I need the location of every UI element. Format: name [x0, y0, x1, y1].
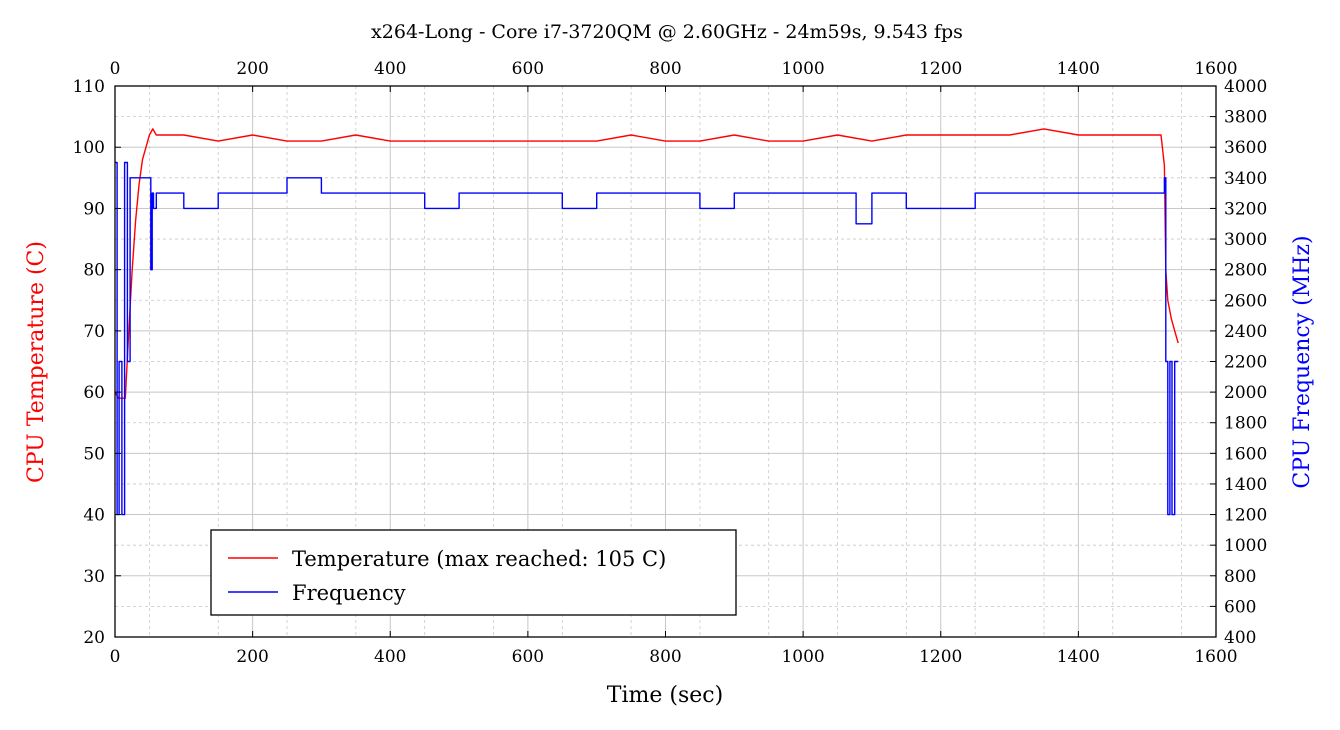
- y-right-tick-label: 4000: [1224, 77, 1267, 97]
- x-tick-label-bottom: 1000: [781, 647, 824, 667]
- y-left-tick-label: 80: [83, 261, 105, 281]
- y-left-tick-label: 60: [83, 383, 105, 403]
- x-tick-label-top: 400: [374, 59, 406, 79]
- legend: Temperature (max reached: 105 C) Frequen…: [210, 529, 737, 616]
- y-right-tick-label: 2000: [1224, 383, 1267, 403]
- x-tick-label-top: 0: [110, 59, 121, 79]
- x-tick-label-bottom: 1200: [919, 647, 962, 667]
- y-left-tick-label: 110: [73, 77, 105, 97]
- y-right-tick-label: 2400: [1224, 322, 1267, 342]
- y-left-tick-label: 50: [83, 444, 105, 464]
- x-tick-label-bottom: 400: [374, 647, 406, 667]
- y-right-tick-label: 800: [1224, 567, 1256, 587]
- y-right-tick-label: 3800: [1224, 108, 1267, 128]
- y-left-tick-label: 90: [83, 199, 105, 219]
- x-tick-label-bottom: 600: [512, 647, 544, 667]
- y-right-tick-label: 3400: [1224, 169, 1267, 189]
- x-tick-label-top: 1000: [781, 59, 824, 79]
- series-layer: [114, 128, 1179, 516]
- y-right-tick-label: 2600: [1224, 291, 1267, 311]
- y-right-tick-label: 400: [1224, 628, 1256, 648]
- x-tick-label-top: 200: [236, 59, 268, 79]
- y-left-tick-label: 20: [83, 628, 105, 648]
- y-right-tick-label: 3600: [1224, 138, 1267, 158]
- x-tick-label-bottom: 800: [649, 647, 681, 667]
- y-right-tick-label: 2200: [1224, 353, 1267, 373]
- y-left-tick-label: 70: [83, 322, 105, 342]
- x-tick-label-top: 800: [649, 59, 681, 79]
- y-left-tick-label: 40: [83, 506, 105, 526]
- x-tick-label-top: 600: [512, 59, 544, 79]
- y-axis-label-left: CPU Temperature (C): [24, 241, 49, 483]
- temperature-line: [114, 128, 1179, 399]
- y-right-tick-label: 1400: [1224, 475, 1267, 495]
- x-tick-label-top: 1200: [919, 59, 962, 79]
- y-right-tick-label: 600: [1224, 597, 1256, 617]
- tick-marks: [114, 85, 1217, 638]
- y-right-tick-label: 3200: [1224, 199, 1267, 219]
- legend-box: [210, 529, 737, 616]
- y-left-tick-label: 30: [83, 567, 105, 587]
- y-left-tick-label: 100: [73, 138, 105, 158]
- x-tick-label-bottom: 1600: [1194, 647, 1237, 667]
- y-right-tick-label: 1200: [1224, 506, 1267, 526]
- x-tick-label-bottom: 200: [236, 647, 268, 667]
- y-right-tick-label: 1000: [1224, 536, 1267, 556]
- x-tick-label-top: 1600: [1194, 59, 1237, 79]
- frequency-line: [115, 161, 1179, 516]
- y-right-tick-label: 1600: [1224, 444, 1267, 464]
- tick-labels: 0 0 200 200 400 400 600 600 800 800 1000 1000 1200 12…: [73, 59, 1268, 667]
- y-right-tick-label: 2800: [1224, 261, 1267, 281]
- x-tick-label-bottom: 1400: [1057, 647, 1100, 667]
- y-right-tick-label: 3000: [1224, 230, 1267, 250]
- y-right-tick-label: 1800: [1224, 414, 1267, 434]
- x-tick-label-bottom: 0: [110, 647, 121, 667]
- chart-title: x264-Long - Core i7-3720QM @ 2.60GHz - 2…: [371, 21, 963, 43]
- y-axis-label-right: CPU Frequency (MHz): [1290, 235, 1315, 488]
- x-tick-label-top: 1400: [1057, 59, 1100, 79]
- legend-label-temperature: Temperature (max reached: 105 C): [292, 547, 666, 571]
- x-axis-label: Time (sec): [607, 683, 723, 708]
- legend-label-frequency: Frequency: [292, 581, 406, 605]
